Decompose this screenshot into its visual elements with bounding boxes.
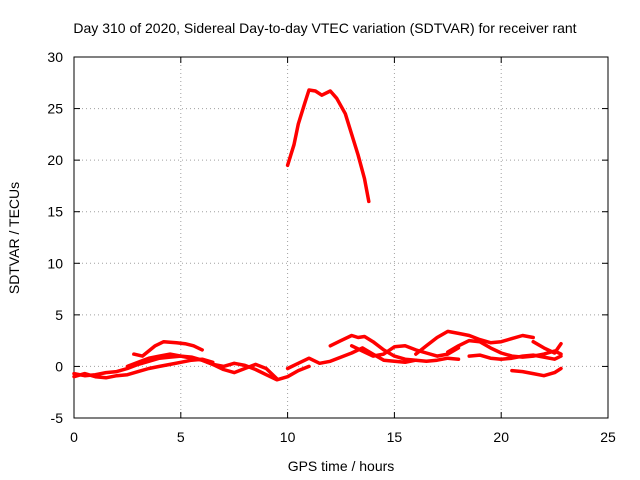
x-tick-label: 10 xyxy=(280,429,296,445)
y-tick-label: 20 xyxy=(47,152,63,168)
series-track-4 xyxy=(132,339,204,358)
series-track-13 xyxy=(531,339,563,355)
series-track-6 xyxy=(285,346,461,371)
series-track-8 xyxy=(349,344,461,358)
y-tick-label: 0 xyxy=(55,358,63,374)
x-tick-label: 5 xyxy=(177,429,185,445)
x-tick-label: 0 xyxy=(70,429,78,445)
chart-title: Day 310 of 2020, Sidereal Day-to-day VTE… xyxy=(73,20,576,36)
plot-frame xyxy=(73,56,609,419)
y-tick-label: 5 xyxy=(55,307,63,323)
series-track-9 xyxy=(414,329,535,356)
series-track-5 xyxy=(285,88,371,204)
series-track-10 xyxy=(446,338,563,359)
series-track-11 xyxy=(467,353,563,361)
x-tick-label: 20 xyxy=(493,429,509,445)
x-tick-label: 25 xyxy=(600,429,616,445)
y-tick-label: 15 xyxy=(47,204,63,220)
x-axis-label: GPS time / hours xyxy=(288,458,395,474)
series-group xyxy=(72,88,563,382)
ticks: 0 5 10 15 20 25 -5 0 5 10 15 20 25 30 xyxy=(47,49,616,445)
series-track-2 xyxy=(72,357,215,380)
series-track-12 xyxy=(510,366,563,378)
y-tick-label: 30 xyxy=(47,49,63,65)
y-tick-label: -5 xyxy=(51,410,64,426)
series-track-7 xyxy=(328,333,418,362)
x-tick-label: 15 xyxy=(387,429,403,445)
y-axis-label: SDTVAR / TECUs xyxy=(6,182,22,294)
grid xyxy=(74,57,608,418)
series-track-3 xyxy=(125,352,279,381)
y-tick-label: 10 xyxy=(47,255,63,271)
y-tick-label: 25 xyxy=(47,101,63,117)
